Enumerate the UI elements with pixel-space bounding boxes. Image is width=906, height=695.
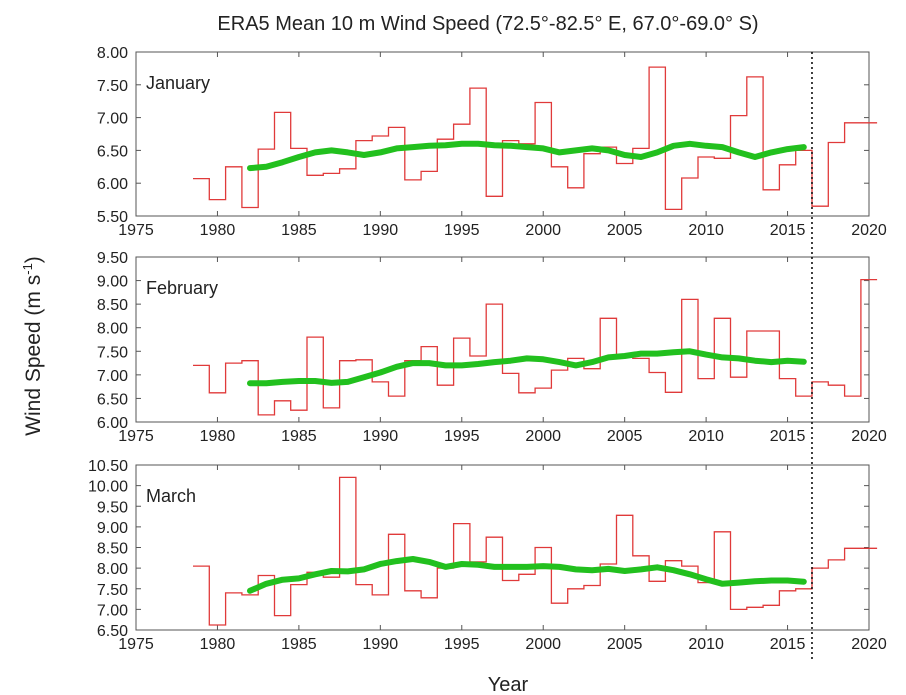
x-tick-label: 2005 — [607, 636, 643, 653]
x-tick-label: 1980 — [200, 222, 236, 239]
x-tick-label: 1995 — [444, 428, 480, 445]
y-tick-label: 6.00 — [97, 176, 128, 193]
running-mean-series-january — [247, 140, 807, 172]
y-tick-label: 8.00 — [97, 321, 128, 338]
y-tick-label: 6.50 — [97, 143, 128, 160]
y-tick-label: 5.50 — [97, 209, 128, 226]
x-tick-label: 2015 — [770, 428, 806, 445]
plot-frame-january — [135, 51, 870, 217]
x-tick-label: 1980 — [200, 428, 236, 445]
x-tick-label: 1990 — [363, 636, 399, 653]
y-tick-label: 10.00 — [88, 479, 128, 496]
y-axis-label: Wind Speed (m s-1) — [20, 256, 45, 436]
y-tick-label: 6.50 — [97, 623, 128, 640]
monthly-step-series-february — [193, 278, 878, 416]
x-tick-label: 2020 — [851, 428, 887, 445]
x-tick-label: 2000 — [525, 428, 561, 445]
plot-frame-february — [135, 256, 870, 423]
panel-january: 5.50 6.00 6.50 7.00 7.50 8.00 1975 1980 1985 1990… — [97, 45, 887, 239]
x-tick-label: 2015 — [770, 222, 806, 239]
y-tick-label: 8.00 — [97, 561, 128, 578]
x-tick-label: 2020 — [851, 222, 887, 239]
panels: 5.50 6.00 6.50 7.00 7.50 8.00 1975 1980 1985 1990… — [88, 45, 887, 653]
x-tick-label: 1990 — [363, 428, 399, 445]
x-tick-label: 1990 — [363, 222, 399, 239]
x-tick-label: 2005 — [607, 428, 643, 445]
y-axis-label-sup: -1 — [20, 263, 35, 275]
x-tick-label: 1975 — [118, 428, 154, 445]
y-tick-label: 9.50 — [97, 499, 128, 516]
y-tick-label: 6.00 — [97, 415, 128, 432]
y-tick-label: 7.00 — [97, 111, 128, 128]
x-tick-label: 2000 — [525, 636, 561, 653]
x-tick-label: 1975 — [118, 222, 154, 239]
x-axis-label: Year — [488, 674, 529, 695]
y-tick-label: 9.00 — [97, 274, 128, 291]
panel-label-january: January — [146, 73, 210, 93]
x-tick-label: 1985 — [281, 222, 317, 239]
x-tick-label: 1985 — [281, 636, 317, 653]
x-tick-label: 2010 — [688, 636, 724, 653]
y-tick-label: 7.50 — [97, 78, 128, 95]
y-tick-label: 7.50 — [97, 582, 128, 599]
y-tick-label: 10.50 — [88, 458, 128, 475]
x-tick-label: 2015 — [770, 636, 806, 653]
y-tick-label: 9.50 — [97, 250, 128, 267]
monthly-step-series-january — [193, 66, 878, 211]
running-mean-series-february — [247, 348, 807, 387]
x-tick-label: 2010 — [688, 428, 724, 445]
y-tick-label: 8.50 — [97, 297, 128, 314]
x-tick-label: 1980 — [200, 636, 236, 653]
running-mean-series-march — [247, 556, 807, 594]
y-tick-label: 9.00 — [97, 520, 128, 537]
panel-label-february: February — [146, 278, 218, 298]
y-tick-label: 7.00 — [97, 602, 128, 619]
x-tick-label: 1975 — [118, 636, 154, 653]
x-tick-label: 2005 — [607, 222, 643, 239]
chart-title: ERA5 Mean 10 m Wind Speed (72.5°-82.5° E… — [217, 13, 758, 35]
x-tick-label: 1995 — [444, 222, 480, 239]
x-tick-label: 2020 — [851, 636, 887, 653]
y-axis-label-close: ) — [22, 256, 45, 263]
x-tick-label: 1985 — [281, 428, 317, 445]
y-tick-label: 7.00 — [97, 368, 128, 385]
panel-february: 6.00 6.50 7.00 7.50 8.00 8.50 9.00 9.50 1975 1980… — [97, 250, 887, 445]
y-tick-label: 7.50 — [97, 344, 128, 361]
panel-label-march: March — [146, 486, 196, 506]
y-axis-label-main: Wind Speed (m s — [22, 275, 45, 436]
x-tick-label: 2010 — [688, 222, 724, 239]
monthly-step-series-march — [193, 476, 878, 626]
y-tick-label: 8.50 — [97, 541, 128, 558]
x-tick-label: 1995 — [444, 636, 480, 653]
y-tick-label: 8.00 — [97, 45, 128, 62]
y-tick-label: 6.50 — [97, 391, 128, 408]
panel-march: 6.50 7.00 7.50 8.00 8.50 9.00 9.50 10.00 10.50 19… — [88, 458, 887, 653]
x-tick-label: 2000 — [525, 222, 561, 239]
